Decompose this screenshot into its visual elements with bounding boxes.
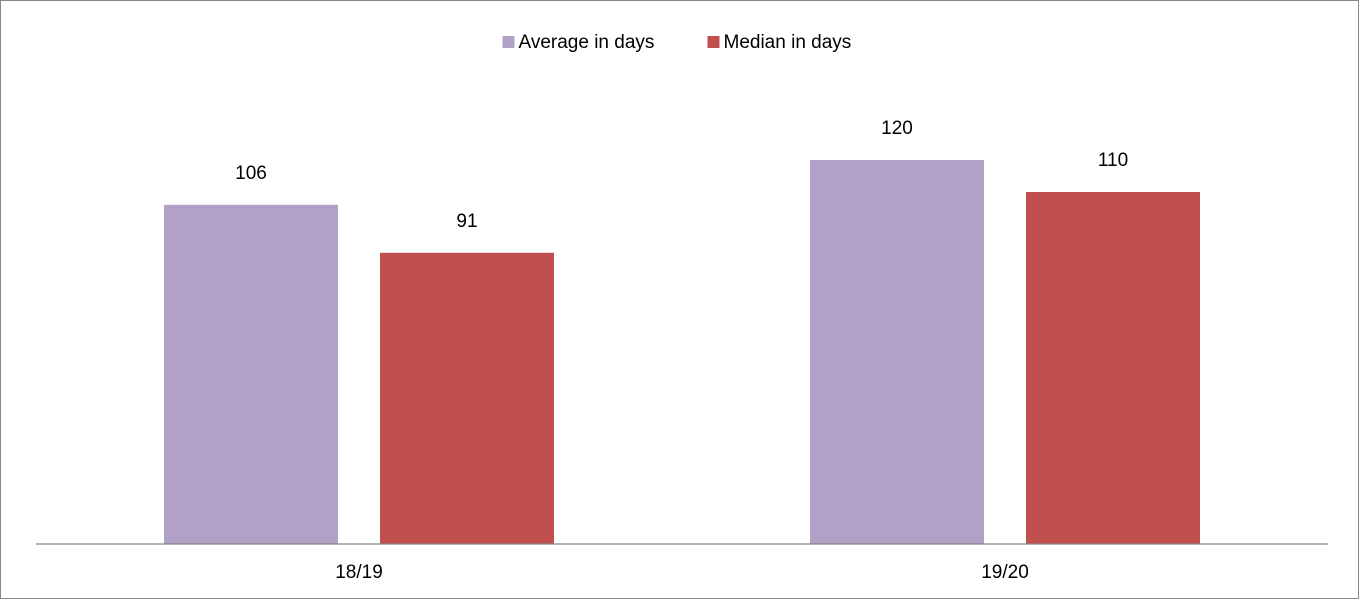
data-label: 106 bbox=[235, 163, 267, 184]
bar-median-in-days-18-19 bbox=[380, 252, 554, 545]
bar-median-in-days-19-20 bbox=[1026, 192, 1200, 544]
x-tick-label: 18/19 bbox=[335, 562, 383, 583]
legend-label: Median in days bbox=[724, 32, 852, 53]
bars-group bbox=[164, 160, 1200, 545]
data-labels-group: 106 91 120 110 bbox=[235, 118, 1128, 232]
data-label: 120 bbox=[881, 118, 913, 139]
legend: Average in days Median in days bbox=[502, 32, 852, 53]
bar-average-in-days-19-20 bbox=[810, 160, 984, 544]
bar-average-in-days-18-19 bbox=[164, 204, 338, 545]
data-label: 91 bbox=[456, 211, 477, 232]
x-tick-label: 19/20 bbox=[981, 562, 1029, 583]
data-label: 110 bbox=[1098, 150, 1128, 171]
legend-swatch-median-in-days bbox=[707, 36, 720, 48]
legend-label: Average in days bbox=[519, 32, 655, 53]
x-tick-labels: 18/19 19/20 bbox=[335, 562, 1029, 583]
legend-swatch-average-in-days bbox=[502, 36, 515, 48]
